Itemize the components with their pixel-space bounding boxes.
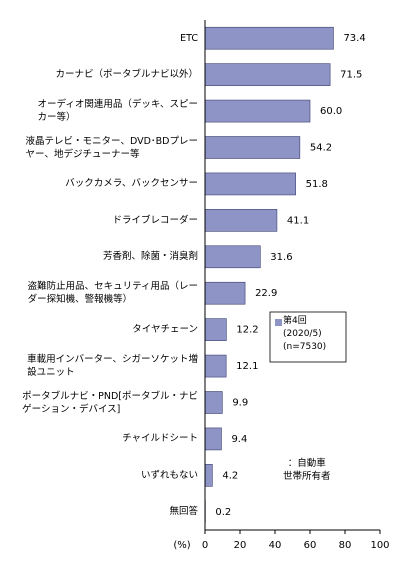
y-tick-label: チャイルドシート — [122, 433, 198, 445]
bar — [204, 245, 261, 269]
bar — [204, 318, 227, 341]
x-tick-label: 80 — [339, 540, 352, 551]
bar — [204, 354, 227, 378]
y-tick-label: いずれもない — [140, 469, 198, 481]
value-label: 0.2 — [215, 507, 231, 518]
value-label: 73.4 — [343, 33, 365, 44]
bar — [204, 172, 296, 196]
x-tick-label: 0 — [202, 540, 208, 551]
value-label: 71.5 — [340, 70, 362, 81]
bar — [204, 99, 311, 123]
x-tick-label: 40 — [269, 540, 282, 551]
y-tick-label: 車載用インバーター、シガーソケット増 設ユニット — [27, 354, 198, 379]
bar — [204, 464, 213, 487]
y-tick-label: タイヤチェーン — [132, 324, 198, 336]
value-label: 41.1 — [287, 215, 309, 226]
value-label: 60.0 — [320, 106, 342, 117]
annotation: ：自動車 世帯所有者 — [283, 458, 331, 482]
bar — [204, 281, 246, 305]
y-tick-label: 無回答 — [169, 506, 198, 518]
legend-label: 第4回 (2020/5) (n=7530) — [283, 316, 327, 352]
bar — [204, 427, 222, 451]
value-label: 51.8 — [306, 179, 328, 190]
y-tick-label: ドライブレコーダー — [112, 214, 198, 226]
value-label: 9.9 — [232, 398, 248, 409]
y-tick-label: 盗難防止用品、セキュリティ用品（レー ダー探知機、警報機等） — [27, 281, 198, 306]
y-tick-label: 芳香剤、除菌・消臭剤 — [102, 251, 198, 263]
y-tick-label: ETC — [180, 32, 198, 44]
x-tick-label: 100 — [370, 540, 389, 551]
value-label: 4.2 — [222, 470, 238, 481]
y-tick-label: 液晶テレビ・モニター、DVD･BDプレー ヤー、地デジチューナー等 — [25, 135, 198, 160]
x-tick-label: 60 — [304, 540, 317, 551]
value-label: 31.6 — [270, 252, 292, 263]
legend-swatch — [275, 319, 282, 326]
value-label: 22.9 — [255, 288, 277, 299]
bar — [204, 209, 278, 232]
x-tick-label: 20 — [234, 540, 247, 551]
value-label: 12.1 — [236, 361, 258, 372]
value-label: 9.4 — [231, 434, 247, 445]
x-axis-label: (%) — [173, 540, 190, 551]
value-label: 12.2 — [236, 325, 258, 336]
y-tick-label: オーディオ関連用品（デッキ、スピー カー等） — [37, 99, 198, 124]
bar — [204, 391, 223, 414]
y-tick-label: ポータブルナビ・PND[ポータブル・ナビ ゲーション・デバイス] — [22, 390, 198, 415]
bar — [204, 136, 301, 159]
bar — [204, 26, 334, 50]
bar — [204, 63, 331, 86]
legend-box — [269, 311, 347, 363]
y-tick-label: バックカメラ、バックセンサー — [65, 178, 198, 190]
value-label: 54.2 — [310, 143, 332, 154]
y-tick-label: カーナビ（ポータブルナビ以外） — [55, 69, 198, 81]
